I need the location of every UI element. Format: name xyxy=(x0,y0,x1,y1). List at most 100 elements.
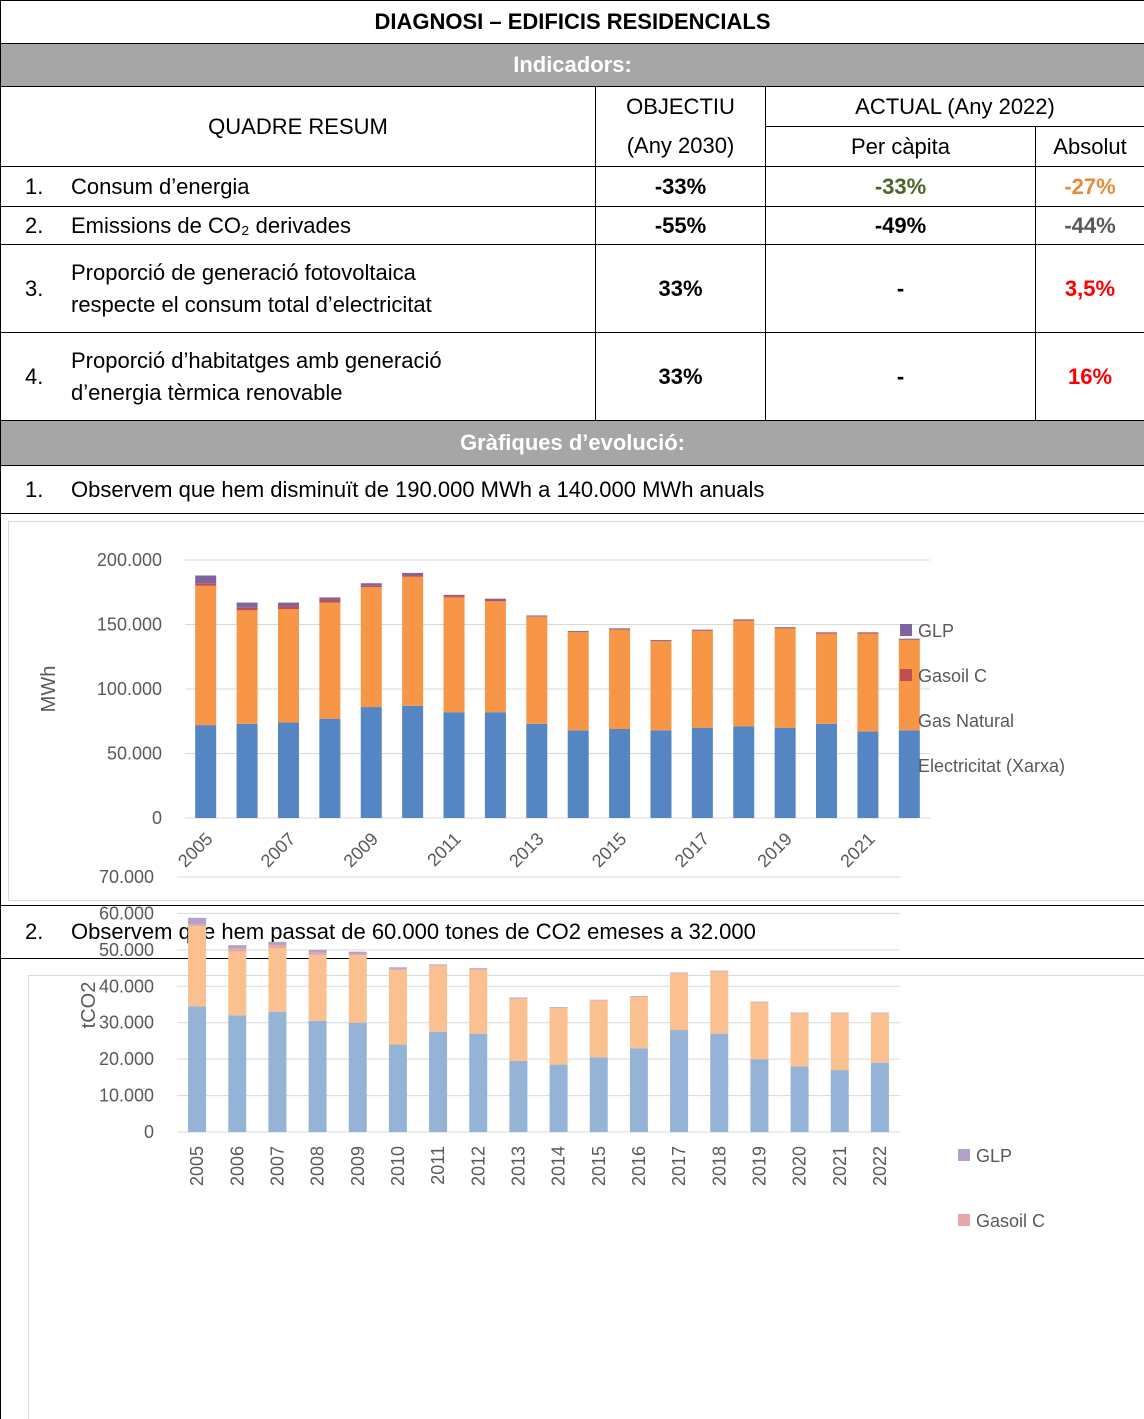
bar-segment xyxy=(898,638,920,640)
note-number: 1. xyxy=(25,476,44,502)
x-tick-label: 2021 xyxy=(830,1146,850,1186)
bar-segment xyxy=(898,639,920,640)
label-line: Proporció de generació fotovoltaica xyxy=(71,259,416,285)
x-tick-label: 2011 xyxy=(428,1146,448,1185)
bar-segment xyxy=(469,969,488,1034)
absolute-value: 3,5% xyxy=(1035,244,1144,332)
bar-segment xyxy=(388,968,407,970)
y-axis-label: MWh xyxy=(38,666,60,713)
bar-segment xyxy=(195,575,217,584)
row-label-cell: 2. Emissions de CO₂ derivades xyxy=(0,206,595,244)
bar-segment xyxy=(567,632,589,731)
bar-segment xyxy=(484,712,506,818)
bar-segment xyxy=(816,632,838,633)
bar-segment xyxy=(319,718,341,818)
bar-segment xyxy=(188,924,207,927)
chart-cell xyxy=(0,958,1144,1419)
y-tick-label: 50.000 xyxy=(107,744,162,764)
bar-segment xyxy=(319,597,341,600)
bar-segment xyxy=(388,967,407,969)
bar-segment xyxy=(691,630,713,728)
bar-segment xyxy=(790,1013,809,1067)
x-tick-label: 2007 xyxy=(257,829,299,871)
x-tick-label: 2017 xyxy=(671,829,713,871)
bar-segment xyxy=(348,955,367,1023)
bar-segment xyxy=(236,602,258,608)
header-cell: ACTUAL (Any 2022) xyxy=(765,86,1144,126)
target-value: 33% xyxy=(595,244,765,332)
bar-segment xyxy=(319,602,341,719)
row-label: Emissions de CO₂ derivades xyxy=(71,210,351,242)
legend-label: Gas Natural xyxy=(918,711,1014,731)
bar-segment xyxy=(549,1064,568,1132)
bar-segment xyxy=(348,953,367,956)
y-tick-label: 40.000 xyxy=(99,976,154,996)
bar-segment xyxy=(402,572,424,576)
note: 2. Observem que hem passat de 60.000 tone… xyxy=(0,905,1144,958)
title: DIAGNOSI – EDIFICIS RESIDENCIALS xyxy=(0,0,1144,43)
bar-segment xyxy=(360,585,382,588)
bar-segment xyxy=(195,583,217,586)
bar-segment xyxy=(308,949,327,953)
bar-segment xyxy=(469,968,488,969)
bar-segment xyxy=(268,945,287,949)
bar-segment xyxy=(816,633,838,724)
absolute-value: 16% xyxy=(1035,332,1144,420)
label-line: Emissions de CO₂ derivades xyxy=(71,212,351,238)
bar-segment xyxy=(567,631,589,633)
bar-segment xyxy=(733,619,755,620)
x-tick-label: 2014 xyxy=(549,1146,569,1186)
y-tick-label: 200.000 xyxy=(97,550,162,570)
bar-segment xyxy=(308,955,327,1021)
bar-segment xyxy=(443,712,465,818)
x-tick-label: 2020 xyxy=(790,1146,810,1186)
legend-label: Gasoil C xyxy=(976,1211,1045,1231)
bar-segment xyxy=(402,575,424,577)
x-tick-label: 2017 xyxy=(669,1146,689,1186)
bar-segment xyxy=(774,627,796,629)
bar-segment xyxy=(790,1012,809,1014)
row-number: 1. xyxy=(25,173,44,199)
bar-segment xyxy=(870,1013,889,1063)
bar-segment xyxy=(629,996,648,998)
x-tick-label: 2019 xyxy=(754,829,796,871)
bar-segment xyxy=(733,726,755,818)
y-tick-label: 150.000 xyxy=(97,615,162,635)
header-cell: Per càpita xyxy=(765,126,1035,166)
y-tick-label: 30.000 xyxy=(99,1013,154,1033)
header-cell: (Any 2030) xyxy=(595,126,765,166)
bar-segment xyxy=(774,727,796,818)
row-label: Consum d’energia xyxy=(71,171,250,203)
y-tick-label: 20.000 xyxy=(99,1049,154,1069)
bar-segment xyxy=(750,1059,769,1132)
y-tick-label: 70.000 xyxy=(99,867,154,887)
bar-segment xyxy=(710,970,729,972)
x-tick-label: 2009 xyxy=(348,1146,368,1186)
bar-segment xyxy=(857,633,879,732)
label-line: respecte el consum total d’electricitat xyxy=(71,291,432,317)
bar-segment xyxy=(484,599,506,602)
bar-segment xyxy=(469,968,488,970)
bar-segment xyxy=(816,632,838,634)
bar-segment xyxy=(567,730,589,818)
bar-segment xyxy=(609,629,631,630)
bar-segment xyxy=(549,1007,568,1009)
bar-segment xyxy=(429,966,448,1032)
bar-segment xyxy=(670,1030,689,1132)
target-value: -33% xyxy=(595,166,765,206)
bar-segment xyxy=(188,926,207,1007)
bar-segment xyxy=(750,1001,769,1003)
y-tick-label: 100.000 xyxy=(97,679,162,699)
bar-segment xyxy=(650,640,672,642)
label-line: Proporció d’habitatges amb generació xyxy=(71,347,442,373)
note-number: 2. xyxy=(25,919,44,944)
bar-segment xyxy=(188,917,207,925)
bar-segment xyxy=(650,730,672,818)
bar-segment xyxy=(609,728,631,818)
bar-segment xyxy=(348,1022,367,1132)
y-tick-label: 60.000 xyxy=(99,903,154,923)
bar-segment xyxy=(870,1062,889,1132)
bar-segment xyxy=(268,1011,287,1132)
bar-segment xyxy=(268,948,287,1012)
bar-segment xyxy=(429,964,448,966)
